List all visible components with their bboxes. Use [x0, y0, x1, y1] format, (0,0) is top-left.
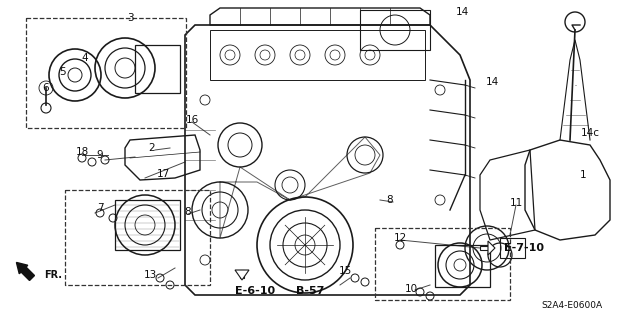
Text: FR.: FR.: [44, 270, 62, 280]
Bar: [360, 10, 430, 50]
Text: 5: 5: [60, 67, 67, 77]
Polygon shape: [488, 241, 495, 255]
Text: 9: 9: [97, 150, 103, 160]
Text: 1: 1: [580, 170, 586, 180]
Text: 13: 13: [143, 270, 157, 280]
Text: 17: 17: [156, 169, 170, 179]
Bar: [115, 200, 180, 250]
Text: 6: 6: [43, 83, 49, 93]
Bar: [480, 246, 488, 250]
Bar: [500, 238, 525, 258]
Text: E-6-10: E-6-10: [235, 286, 275, 296]
Text: S2A4-E0600A: S2A4-E0600A: [541, 301, 603, 310]
Text: 14: 14: [485, 77, 499, 87]
Text: 10: 10: [404, 284, 417, 294]
Text: 7: 7: [97, 203, 103, 213]
Text: 4: 4: [82, 53, 88, 63]
Text: B-57: B-57: [296, 286, 324, 296]
Text: E-7-10: E-7-10: [504, 243, 544, 253]
FancyArrow shape: [17, 263, 35, 280]
Text: 14c: 14c: [580, 128, 600, 138]
Bar: [65, 190, 210, 285]
Bar: [435, 245, 490, 287]
Text: 16: 16: [186, 115, 198, 125]
Bar: [240, 270, 244, 278]
Bar: [26, 18, 186, 128]
Text: 14: 14: [456, 7, 468, 17]
Text: 8: 8: [185, 207, 191, 217]
Text: 15: 15: [339, 266, 351, 276]
Text: 11: 11: [509, 198, 523, 208]
Text: 12: 12: [394, 233, 406, 243]
Bar: [135, 45, 180, 93]
Bar: [210, 30, 425, 80]
Text: 18: 18: [76, 147, 88, 157]
Polygon shape: [235, 270, 249, 280]
Text: 8: 8: [387, 195, 394, 205]
Bar: [375, 228, 510, 300]
Text: 2: 2: [148, 143, 156, 153]
Text: 3: 3: [127, 13, 133, 23]
